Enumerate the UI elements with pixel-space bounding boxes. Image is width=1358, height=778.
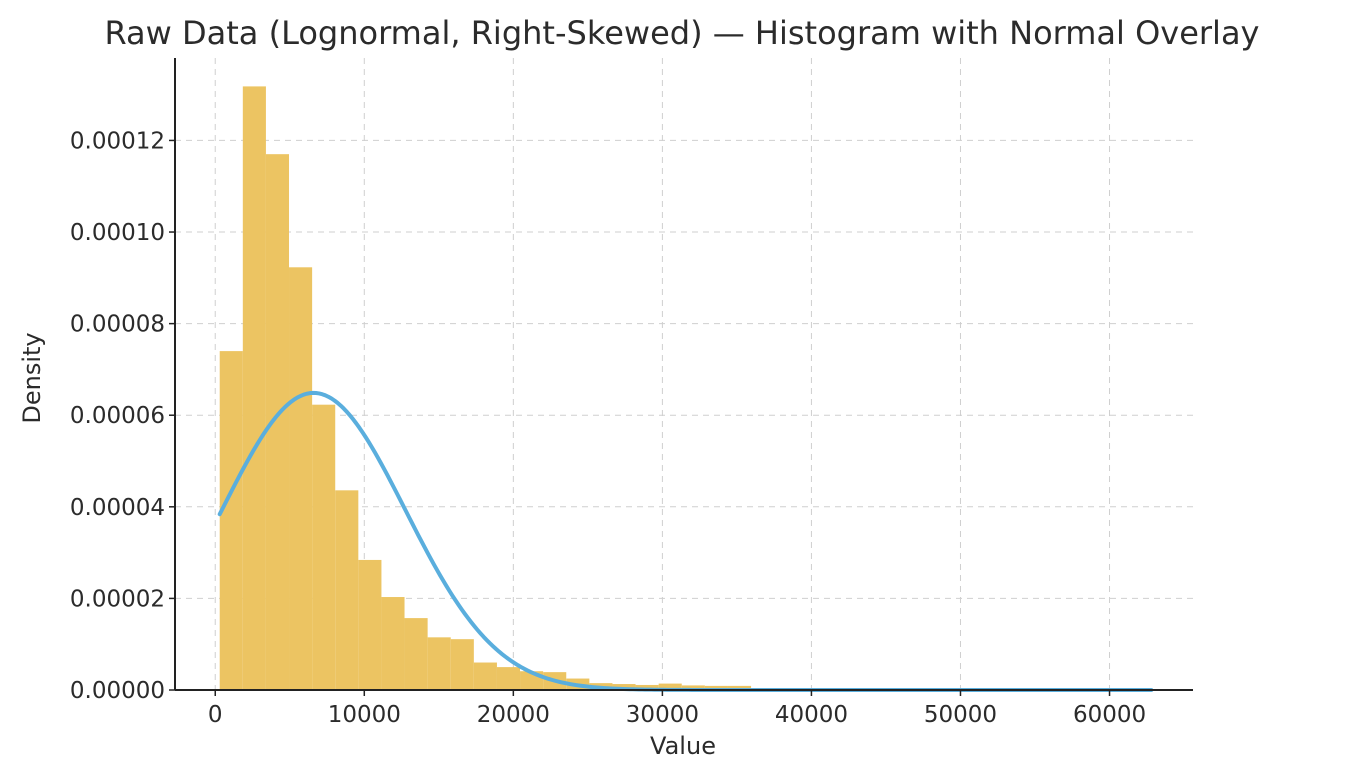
histogram-bar-10 [450,639,474,690]
histogram-bar-22 [727,685,752,690]
histogram-bar-4 [312,404,336,690]
x-tick-label-3: 30000 [626,702,699,728]
y-tick-label-3: 0.00006 [70,403,165,429]
y-tick-label-2: 0.00004 [70,495,165,521]
tick-labels-layer: 0 10000 20000 30000 40000 50000 60000 0.00000 0.… [70,128,1146,728]
chart-title: Raw Data (Lognormal, Right-Skewed) — His… [105,14,1260,52]
histogram-bar-21 [704,685,728,690]
histogram-bar-19 [658,683,682,690]
x-tick-label-6: 60000 [1073,702,1146,728]
x-tick-label-5: 50000 [924,702,997,728]
y-tick-label-0: 0.00000 [70,678,165,704]
x-tick-label-1: 10000 [328,702,401,728]
y-tick-label-1: 0.00002 [70,586,165,612]
histogram-bar-12 [496,667,521,690]
histogram-bar-9 [427,637,451,690]
histogram-bar-8 [404,618,428,690]
y-tick-label-5: 0.00010 [70,220,165,246]
histogram-bar-0 [219,351,243,690]
x-tick-label-4: 40000 [775,702,848,728]
histogram-bar-7 [381,597,405,690]
x-axis-label: Value [650,732,716,760]
x-tick-label-2: 20000 [477,702,550,728]
histogram-bars [219,86,1144,690]
histogram-bar-20 [681,685,705,690]
histogram-bar-5 [335,490,359,690]
x-tick-label-0: 0 [208,702,223,728]
histogram-bar-3 [289,267,313,690]
histogram-bar-18 [635,684,659,690]
histogram-bar-11 [473,662,497,690]
y-axis-label: Density [18,332,46,423]
histogram-bar-17 [612,684,636,690]
histogram-bar-1 [242,86,266,690]
y-tick-label-6: 0.00012 [70,128,165,154]
y-tick-label-4: 0.00008 [70,312,165,338]
histogram-bar-2 [265,154,290,690]
axes-layer [169,58,1193,696]
histogram-bar-6 [358,559,382,690]
